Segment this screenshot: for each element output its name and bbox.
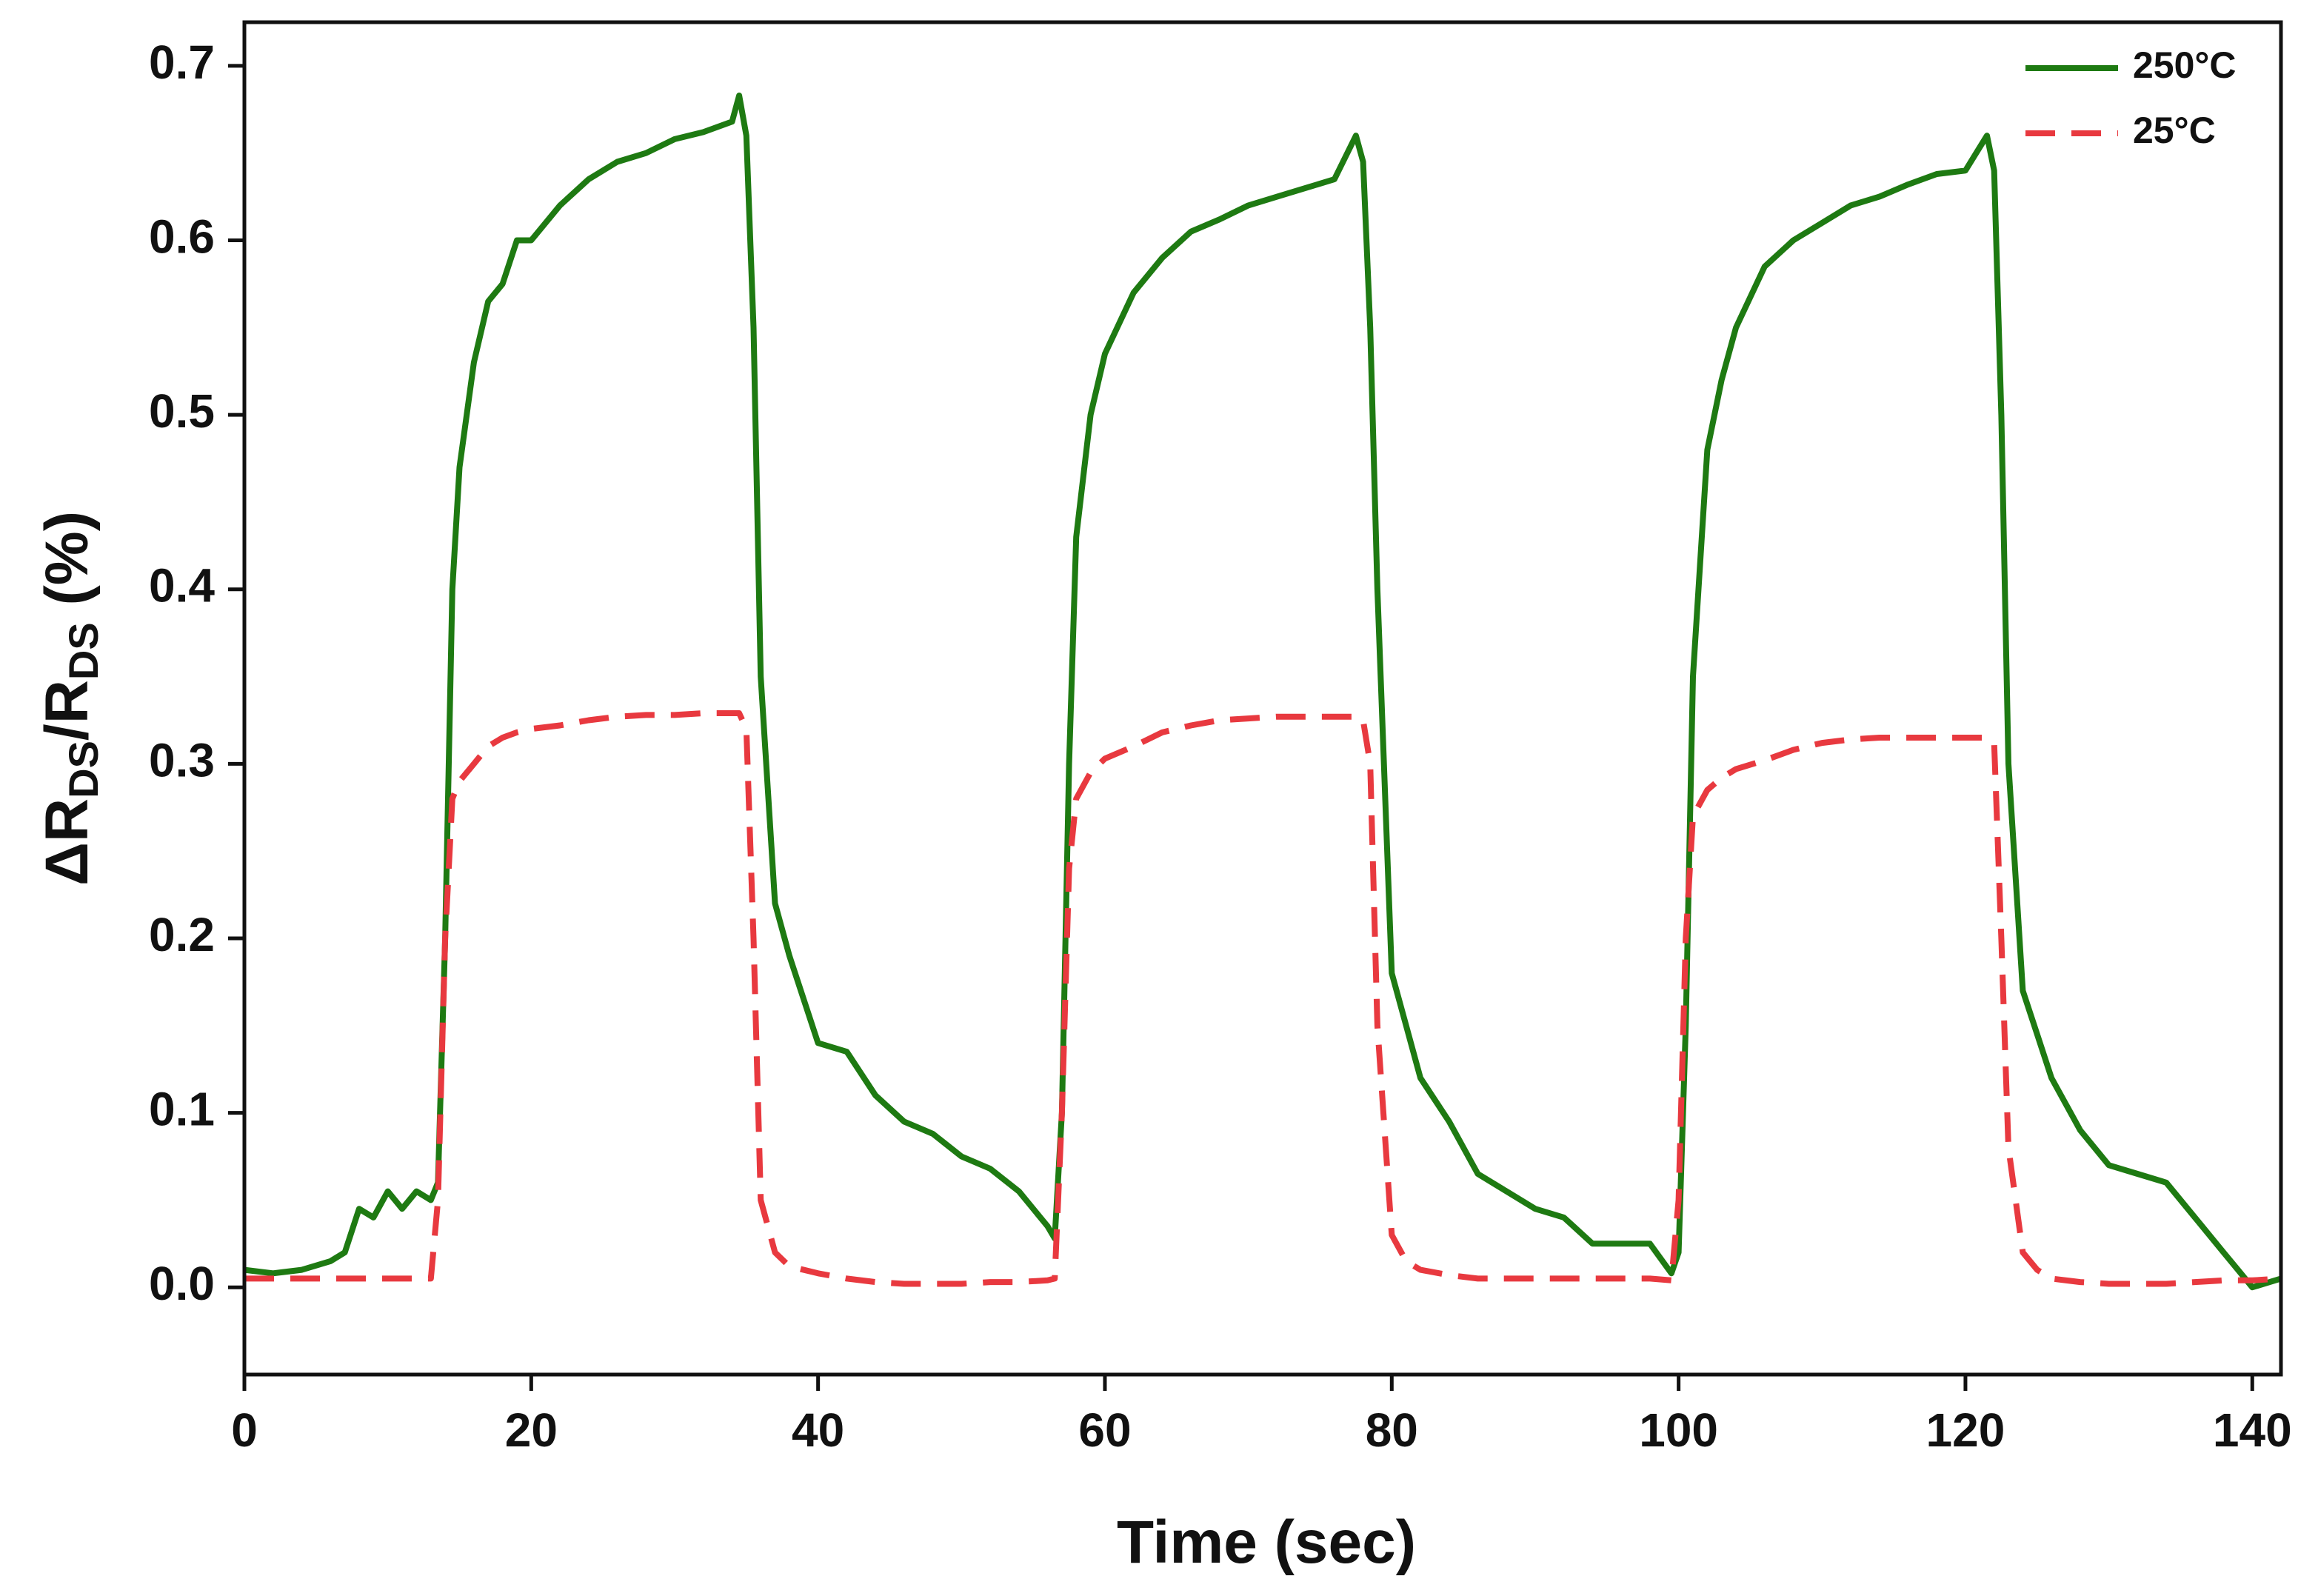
- y-tick-label: 0.0: [149, 1257, 215, 1310]
- series-line: [244, 93, 2282, 1291]
- x-tick-label: 60: [1078, 1403, 1131, 1457]
- x-tick-label: 80: [1366, 1403, 1418, 1457]
- x-tick-label: 100: [1639, 1403, 1718, 1457]
- y-tick-label: 0.1: [149, 1082, 215, 1135]
- y-tick-label: 0.4: [149, 559, 215, 612]
- y-tick-label: 0.2: [149, 908, 215, 961]
- y-tick-label: 0.6: [149, 210, 215, 263]
- y-title-part: /R: [33, 680, 101, 741]
- x-tick-label: 120: [1926, 1403, 2005, 1457]
- y-tick-label: 0.5: [149, 384, 215, 438]
- x-axis-title: Time (sec): [1117, 1509, 1416, 1576]
- x-tick-label: 40: [792, 1403, 844, 1457]
- y-tick-label: 0.7: [149, 36, 215, 89]
- y-title-sub: DS: [60, 741, 107, 798]
- x-tick-label: 20: [505, 1403, 558, 1457]
- plot-frame: [242, 20, 2283, 1377]
- x-tick-label: 140: [2213, 1403, 2292, 1457]
- y-axis-title: ΔRDS/RDS (%): [33, 511, 107, 886]
- legend-label: 25°C: [2133, 110, 2216, 151]
- series-line: [244, 710, 2282, 1287]
- y-tick-label: 0.3: [149, 733, 215, 787]
- legend-label: 250°C: [2133, 44, 2237, 86]
- y-title-sub: DS: [60, 622, 107, 680]
- x-tick-label: 0: [231, 1403, 258, 1457]
- y-title-part: ΔR: [33, 798, 101, 886]
- y-title-part: (%): [33, 511, 101, 622]
